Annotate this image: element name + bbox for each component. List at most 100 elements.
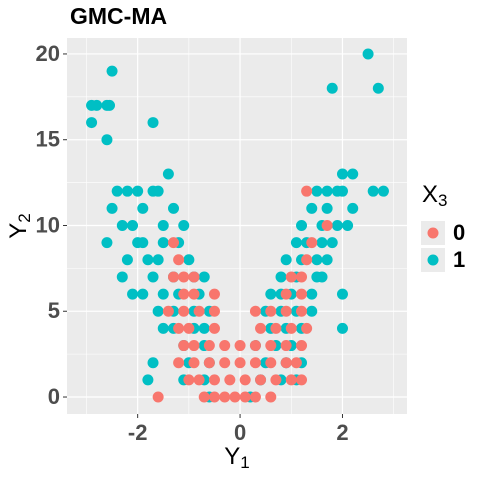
point	[362, 48, 374, 60]
legend-key	[427, 227, 439, 239]
point	[101, 237, 113, 249]
point	[173, 357, 185, 369]
x-tick-label: -2	[128, 420, 148, 445]
point	[249, 357, 261, 369]
point	[326, 82, 338, 94]
point	[173, 254, 185, 266]
x-label-sub: 1	[240, 453, 249, 472]
point	[290, 357, 302, 369]
point	[321, 254, 333, 266]
legend-label: 1	[453, 247, 465, 272]
point	[301, 254, 313, 266]
point	[316, 237, 328, 249]
point	[296, 288, 308, 300]
point	[265, 340, 277, 352]
point	[219, 391, 231, 403]
point	[219, 340, 231, 352]
point	[285, 374, 297, 386]
point	[301, 185, 313, 197]
point	[168, 271, 180, 283]
point	[178, 219, 190, 231]
point	[178, 305, 190, 317]
point	[137, 237, 149, 249]
point	[321, 185, 333, 197]
point	[285, 322, 297, 334]
point	[152, 391, 164, 403]
point	[285, 271, 297, 283]
point	[157, 219, 169, 231]
point	[188, 288, 200, 300]
y-label-base: Y	[5, 223, 32, 239]
point	[104, 99, 115, 111]
point	[157, 322, 169, 334]
point	[157, 237, 169, 249]
point	[275, 271, 287, 283]
point	[188, 271, 200, 283]
point	[306, 237, 318, 249]
point	[121, 254, 133, 266]
point	[111, 185, 123, 197]
point	[183, 254, 195, 266]
point	[203, 357, 215, 369]
point	[142, 254, 154, 266]
point	[152, 305, 164, 317]
point	[106, 65, 118, 77]
point	[296, 271, 308, 283]
point	[280, 357, 292, 369]
point	[234, 357, 246, 369]
y-tick-label: 0	[48, 384, 60, 409]
x-label-base: Y	[224, 443, 240, 470]
point	[321, 202, 333, 214]
point	[336, 322, 348, 334]
point	[127, 219, 139, 231]
point	[188, 340, 200, 352]
y-tick-label: 15	[36, 127, 60, 152]
point	[132, 185, 144, 197]
point	[280, 305, 292, 317]
point	[270, 374, 282, 386]
point	[127, 288, 139, 300]
point	[336, 288, 348, 300]
x-tick-label: 2	[336, 420, 348, 445]
point	[265, 357, 277, 369]
x-axis-label: Y1	[224, 443, 249, 472]
y-tick-label: 5	[48, 298, 60, 323]
point	[168, 237, 180, 249]
legend-key	[427, 254, 439, 266]
point	[152, 185, 164, 197]
point	[116, 219, 128, 231]
point	[91, 99, 103, 111]
x-tick-label: 0	[234, 420, 246, 445]
point	[265, 391, 277, 403]
point	[301, 322, 313, 334]
point	[121, 185, 133, 197]
point	[311, 185, 323, 197]
point	[106, 202, 118, 214]
point	[326, 237, 338, 249]
point	[306, 288, 318, 300]
point	[147, 117, 159, 129]
point	[193, 305, 205, 317]
point	[157, 288, 169, 300]
legend-title: X3	[422, 181, 447, 210]
legend-label: 0	[453, 220, 465, 245]
point	[168, 202, 180, 214]
point	[311, 254, 323, 266]
point	[347, 202, 359, 214]
y-axis-label: Y2	[5, 213, 34, 238]
point	[249, 391, 261, 403]
point	[86, 117, 98, 129]
point	[239, 391, 251, 403]
point	[342, 219, 354, 231]
point	[280, 288, 292, 300]
point	[219, 357, 231, 369]
point	[137, 288, 149, 300]
point	[162, 168, 174, 180]
point	[270, 322, 282, 334]
point	[152, 254, 164, 266]
point	[290, 237, 302, 249]
point	[173, 322, 185, 334]
point	[280, 254, 292, 266]
point	[367, 185, 379, 197]
